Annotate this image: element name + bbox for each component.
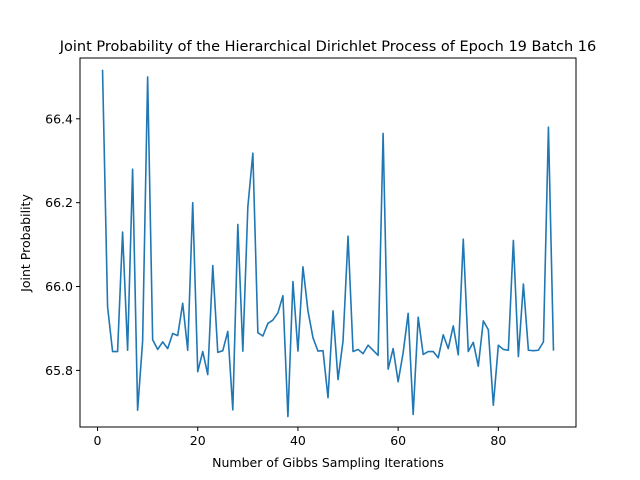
x-tick-label: 20 — [190, 433, 206, 448]
series-line — [101, 69, 555, 418]
x-tick-label: 0 — [94, 433, 102, 448]
x-tick-label: 40 — [290, 433, 306, 448]
plot-frame — [79, 57, 577, 428]
y-tick-label: 66.4 — [45, 111, 73, 126]
x-axis-label: Number of Gibbs Sampling Iterations — [212, 455, 444, 470]
y-tick-label: 66.2 — [45, 195, 73, 210]
chart-title: Joint Probability of the Hierarchical Di… — [59, 39, 597, 55]
x-tick-label: 60 — [390, 433, 406, 448]
series-group — [101, 69, 555, 418]
x-tick-label: 80 — [490, 433, 506, 448]
axis-ticks: 0 20 40 60 80 65.8 66.0 66.2 66.4 — [45, 111, 506, 448]
y-axis-label: Joint Probability — [18, 194, 33, 293]
y-tick-label: 65.8 — [45, 363, 73, 378]
y-tick-label: 66.0 — [45, 279, 73, 294]
